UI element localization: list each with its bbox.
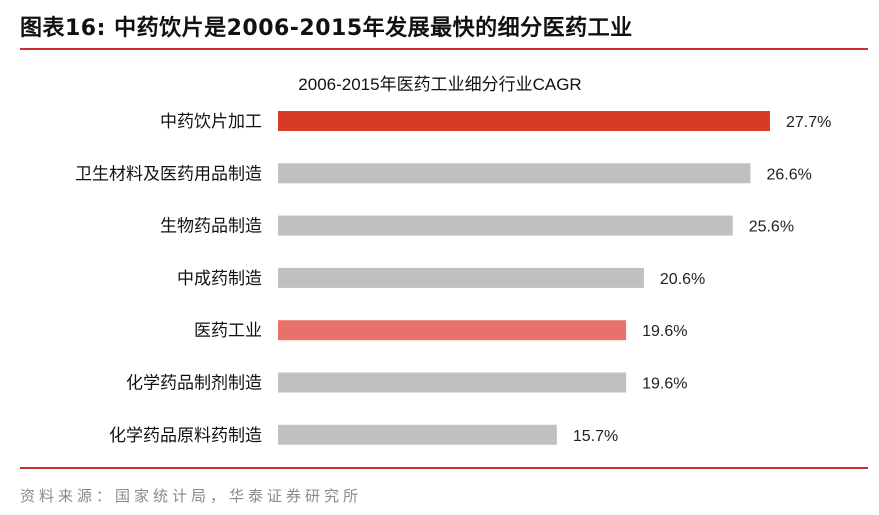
category-label: 化学药品原料药制造 [109, 426, 262, 445]
bar-0 [278, 111, 770, 131]
value-label: 20.6% [660, 271, 705, 288]
value-label: 25.6% [749, 219, 794, 236]
bar-1 [278, 163, 751, 184]
value-label: 26.6% [766, 166, 811, 183]
category-label: 中药饮片加工 [160, 112, 262, 131]
bars-group: 中药饮片加工 27.7% 卫生材料及医药用品制造 26.6% 生物药品制造 25.6% 中成… [75, 111, 831, 445]
category-label: 生物药品制造 [160, 217, 262, 236]
bottom-rule [20, 467, 868, 469]
value-label: 19.6% [642, 376, 687, 393]
bar-6 [278, 424, 557, 445]
top-rule [20, 48, 868, 50]
bar-5 [278, 372, 627, 393]
category-label: 医药工业 [194, 321, 262, 340]
chart-title: 2006-2015年医药工业细分行业CAGR [298, 75, 581, 94]
value-label: 27.7% [786, 114, 831, 131]
bar-4 [278, 320, 627, 341]
source-note: 资料来源：国家统计局，华泰证券研究所 [20, 487, 363, 505]
bar-3 [278, 267, 644, 288]
figure-title: 图表16: 中药饮片是2006-2015年发展最快的细分医药工业 [20, 16, 633, 41]
category-label: 中成药制造 [177, 269, 262, 288]
bar-2 [278, 215, 733, 236]
category-label: 卫生材料及医药用品制造 [75, 164, 262, 183]
category-label: 化学药品制剂制造 [126, 374, 262, 393]
value-label: 19.6% [642, 323, 687, 340]
value-label: 15.7% [573, 428, 618, 445]
